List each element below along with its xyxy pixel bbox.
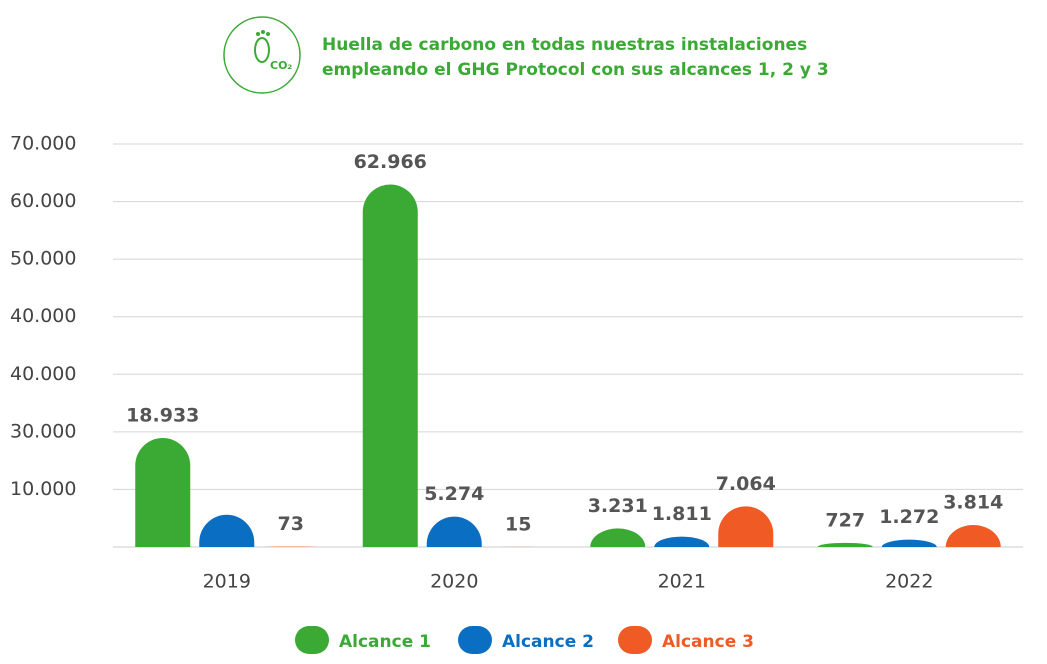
legend-swatch (618, 626, 652, 654)
bar (817, 542, 873, 547)
title-icon: CO₂ (223, 16, 301, 94)
legend-swatch (295, 626, 329, 654)
legend-label: Alcance 2 (502, 632, 594, 652)
data-label: 3.814 (943, 492, 1003, 514)
data-label: 5.274 (424, 483, 484, 505)
y-tick-label: 60.000 (10, 190, 76, 212)
data-label: 7.064 (716, 473, 776, 495)
bar (654, 536, 710, 547)
y-tick-label: 30.000 (10, 420, 76, 442)
legend-label: Alcance 3 (662, 632, 754, 652)
icon-text: CO₂ (270, 59, 292, 72)
bar (590, 528, 646, 547)
y-tick-label: 70.000 (10, 133, 76, 155)
data-label: 727 (825, 509, 865, 531)
data-label: 18.933 (126, 405, 199, 427)
legend-swatch (458, 626, 492, 654)
data-label: 3.231 (588, 495, 648, 517)
data-label: 73 (278, 513, 304, 535)
x-tick-label: 2022 (885, 571, 933, 593)
x-tick-label: 2020 (430, 571, 478, 593)
chart-title: empleando el GHG Protocol con sus alcanc… (322, 60, 829, 80)
bar (945, 525, 1001, 547)
chart-title: Huella de carbono en todas nuestras inst… (322, 35, 807, 55)
data-label: 1.272 (879, 506, 939, 528)
y-tick-label: 10.000 (10, 478, 76, 500)
bar (362, 184, 418, 547)
bar (199, 514, 255, 547)
x-tick-label: 2019 (203, 571, 251, 593)
y-tick-label: 40.000 (10, 305, 76, 327)
x-tick-label: 2021 (658, 571, 706, 593)
y-tick-label: 40.000 (10, 363, 76, 385)
data-label: 62.966 (354, 151, 427, 173)
bar (135, 438, 191, 547)
y-tick-label: 50.000 (10, 248, 76, 270)
data-label: 1.811 (652, 503, 712, 525)
data-label: 15 (505, 513, 531, 535)
bar (718, 506, 774, 547)
bar (426, 516, 482, 547)
legend-label: Alcance 1 (339, 632, 431, 652)
bar (881, 539, 937, 547)
